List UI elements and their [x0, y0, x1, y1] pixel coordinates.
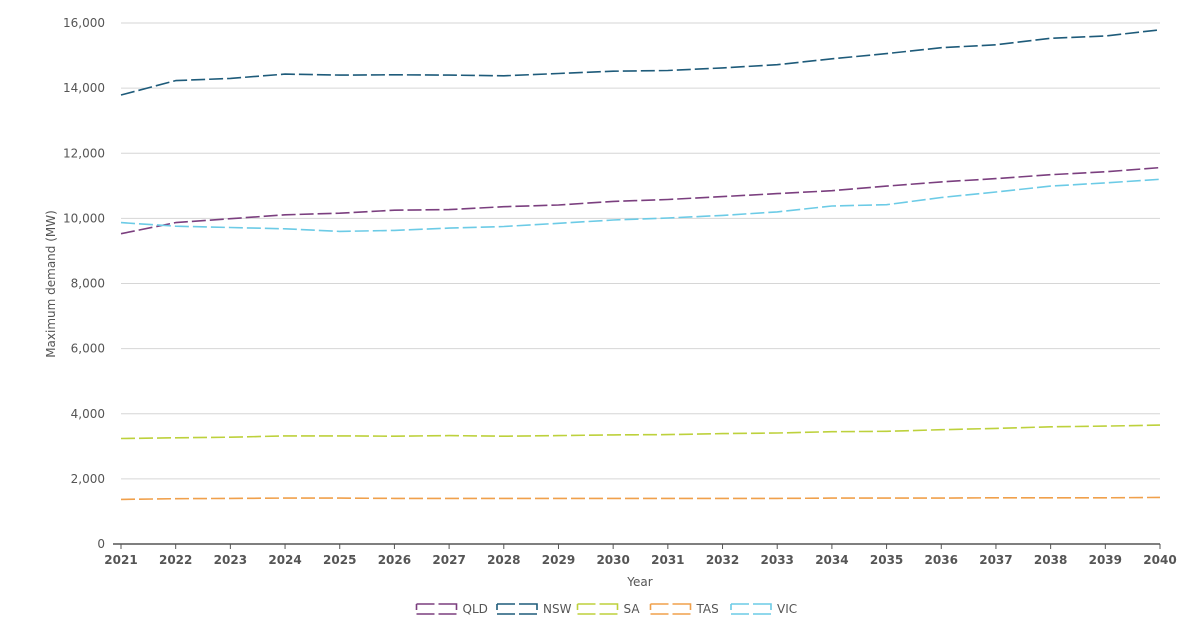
legend-label: SA [624, 602, 641, 616]
x-tick-label: 2033 [761, 553, 794, 567]
legend-swatch [576, 603, 619, 615]
legend-item-sa[interactable]: SA [576, 602, 641, 616]
series-line-nsw [120, 29, 1161, 96]
y-tick-label: 8,000 [71, 277, 105, 291]
x-tick-label: 2029 [542, 553, 575, 567]
x-tick-label: 2024 [268, 553, 301, 567]
x-tick-label: 2025 [323, 553, 356, 567]
x-tick-label: 2032 [706, 553, 739, 567]
y-tick-label: 12,000 [63, 146, 105, 160]
legend: QLD NSW SA TAS VIC [415, 602, 797, 616]
x-tick-label: 2026 [378, 553, 411, 567]
x-tick-label: 2022 [159, 553, 192, 567]
legend-item-nsw[interactable]: NSW [496, 602, 572, 616]
legend-swatch [730, 603, 772, 615]
legend-label: QLD [463, 602, 488, 616]
x-tick-label: 2023 [214, 553, 247, 567]
legend-label: NSW [543, 602, 572, 616]
x-tick-label: 2030 [596, 553, 629, 567]
x-tick-label: 2038 [1034, 553, 1067, 567]
x-tick-label: 2028 [487, 553, 520, 567]
x-tick-label: 2037 [979, 553, 1012, 567]
y-tick-label: 2,000 [71, 472, 105, 486]
series-lines [120, 29, 1161, 501]
x-tick-label: 2039 [1089, 553, 1122, 567]
series-line-vic [120, 178, 1161, 233]
legend-label: VIC [777, 602, 797, 616]
x-axis-ticks: 2021 2022 2023 2024 2025 2026 2027 2028 2029 2030… [104, 544, 1177, 567]
y-tick-label: 14,000 [63, 81, 105, 95]
legend-label: TAS [696, 602, 719, 616]
y-tick-label: 6,000 [71, 342, 105, 356]
x-axis-title: Year [626, 575, 652, 589]
x-tick-label: 2034 [815, 553, 848, 567]
x-tick-label: 2035 [870, 553, 903, 567]
x-tick-label: 2036 [925, 553, 958, 567]
y-axis-title: Maximum demand (MW) [44, 210, 58, 358]
y-tick-label: 16,000 [63, 16, 105, 30]
x-tick-label: 2040 [1143, 553, 1176, 567]
legend-item-vic[interactable]: VIC [730, 602, 797, 616]
legend-swatch [415, 603, 458, 615]
y-tick-label: 4,000 [71, 407, 105, 421]
series-line-sa [120, 424, 1161, 440]
y-tick-label: 0 [97, 537, 105, 551]
series-line-qld [120, 166, 1161, 235]
y-tick-label: 10,000 [63, 211, 105, 225]
x-tick-label: 2021 [104, 553, 137, 567]
legend-swatch [496, 603, 538, 615]
gridlines [113, 22, 1160, 545]
x-tick-label: 2031 [651, 553, 684, 567]
x-tick-label: 2027 [432, 553, 465, 567]
y-axis-ticks: 0 2,000 4,000 6,000 8,000 10,000 12,000 14,000 1… [63, 16, 105, 551]
legend-item-qld[interactable]: QLD [415, 602, 488, 616]
legend-swatch [649, 603, 692, 615]
series-line-tas [120, 496, 1161, 501]
legend-item-tas[interactable]: TAS [649, 602, 719, 616]
